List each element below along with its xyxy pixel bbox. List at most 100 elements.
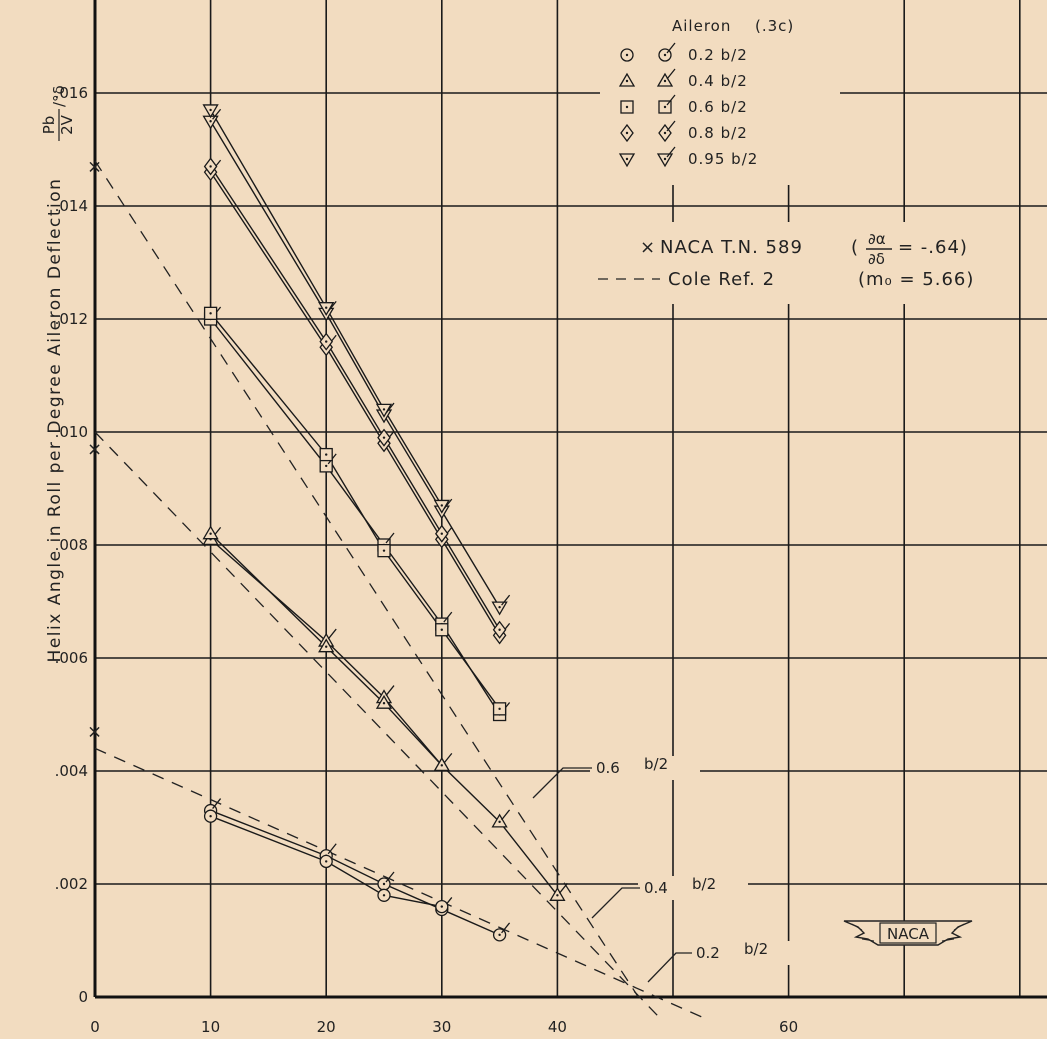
y-tick-label: .004 [55,762,88,780]
marker-flag [385,685,395,696]
marker-dot [209,120,212,123]
legend-label: 0.6 b/2 [688,98,748,116]
y-label-denominator: 2V [58,114,76,135]
series-line [210,120,501,608]
series-line [210,318,501,715]
marker-flag [666,94,676,106]
dashed-line-annotations: 0.6 b/2 0.4 b/2 0.2 b/2 [532,755,800,983]
marker-dot [440,532,443,535]
marker-dot [209,312,212,315]
marker-dot [325,860,328,863]
marker-dot [498,820,501,824]
marker-flag [327,628,337,640]
y-label-numerator: Pb [40,116,58,135]
marker-dot [325,464,328,468]
annotation-bg [690,941,800,965]
marker-dot [625,79,629,83]
marker-dot [498,605,501,609]
marker-flag [212,108,222,120]
reference-legend: × NACA T.N. 589 ( ∂α ∂δ = -.64) Cole Ref… [590,222,1008,304]
marker-dot [325,453,328,456]
marker-flag [385,532,395,544]
marker-dot [209,108,212,112]
legend-title: Aileron [672,17,731,35]
x-tick-label: 20 [317,1018,336,1036]
legend-label: 0.95 b/2 [688,150,758,168]
annotation-label: 0.6 [596,759,620,777]
marker-dot [382,894,386,897]
y-tick-label: .012 [55,310,88,328]
legend-title-suffix: (.3c) [755,17,794,35]
annotation-label: 0.4 [644,879,668,897]
marker-dot [663,53,667,57]
grid-lines [95,0,1047,997]
marker-flag [501,922,511,934]
marker-flag [385,871,395,883]
marker-flag [666,42,676,54]
series-line [210,171,501,636]
marker-dot [325,306,328,309]
y-tick-label: .010 [55,423,88,441]
dashed-line [94,747,708,1021]
naca-value: = -.64) [898,237,968,258]
marker-dot [440,628,443,631]
marker-flag [558,882,568,894]
marker-flag [443,611,453,623]
marker-flag [212,798,222,809]
y-tick-label: 0 [78,988,88,1006]
y-axis-label-fraction: Pb 2V /°δ [40,85,76,141]
marker-dot [440,504,443,507]
legend-label: 0.8 b/2 [688,124,748,142]
marker-dot [382,882,386,886]
marker-flag [666,146,676,158]
marker-dot [663,105,667,109]
legend-label: 0.2 b/2 [688,46,748,64]
marker-dot [382,549,386,552]
series-line [210,538,558,896]
annotation-leader [647,952,692,983]
y-tick-label: .002 [55,875,88,893]
series-line [210,166,501,631]
series-line [209,109,443,506]
marker-dot [209,815,212,818]
cole-reference-label: Cole Ref. 2 [668,269,775,290]
annotation-sub: b/2 [692,875,716,893]
annotation-sub: b/2 [744,940,768,958]
naca-fraction-denominator: ∂δ [868,250,885,268]
naca-logo-text: NACA [887,925,930,943]
tick-labels: 0 10 20 30 40 60 0 .002 .004 .006 .008 .010 .012 .014… [55,84,799,1036]
marker-dot [209,165,212,168]
marker-dot [663,79,667,83]
marker-dot [498,707,501,711]
y-label-suffix: /°δ [50,85,68,107]
series-line [210,815,442,908]
marker-dot [382,436,386,439]
annotation-leader [591,887,640,919]
legend-label: 0.4 b/2 [688,72,748,90]
series-line [210,533,443,766]
marker-dot [325,340,328,343]
naca-reference-label: NACA T.N. 589 [660,237,803,258]
marker-dot [663,131,667,135]
marker-flag [327,843,337,855]
naca-paren: ( [851,237,859,258]
legend: Aileron (.3c) 0.2 b/2 0.4 b/2 0.6 b/2 0.8 b… [600,0,840,185]
data-series [209,109,558,936]
marker-dot [625,131,629,135]
marker-dot [556,894,559,897]
naca-mark: × [640,237,656,258]
annotation-sub: b/2 [644,755,668,773]
marker-dot [209,532,212,535]
cole-value: (m₀ = 5.66) [858,269,974,290]
marker-flag [666,120,676,132]
marker-dot [625,157,629,161]
dashed-reference-lines [94,160,708,1021]
marker-dot [440,764,443,767]
axes [93,0,1047,999]
marker-dot [382,702,386,705]
y-tick-label: .006 [55,649,88,667]
marker-dot [440,905,443,908]
annotation-bg [638,876,748,900]
annotation-bg [590,756,700,780]
